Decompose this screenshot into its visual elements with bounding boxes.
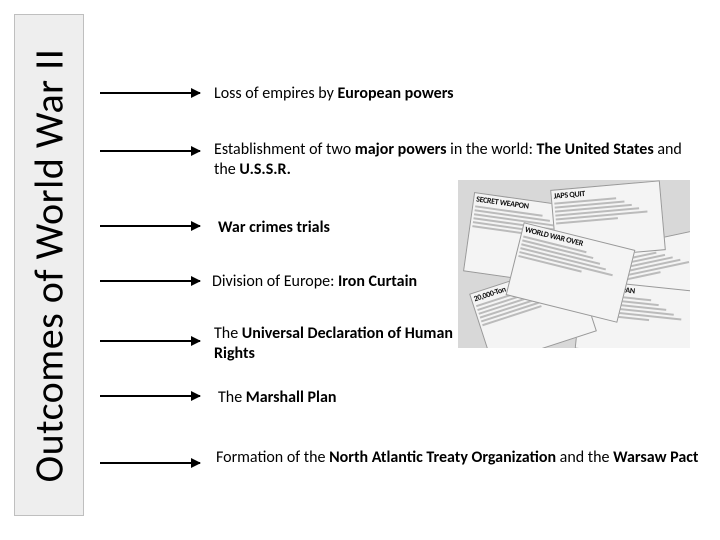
outcome-2: Establishment of two major powers in the…: [214, 140, 704, 180]
arrow-4: [100, 280, 200, 282]
arrow-1: [100, 92, 200, 94]
arrow-2: [100, 150, 200, 152]
arrow-7: [100, 462, 200, 464]
arrow-3: [100, 225, 200, 227]
outcome-1: Loss of empires by European powers: [214, 84, 674, 104]
outcome-3: War crimes trials: [218, 218, 478, 238]
outcome-7: Formation of the North Atlantic Treaty O…: [216, 448, 702, 468]
newspaper-collage-image: WAR ENDSGOOD-BY JAPAN20,000-TonSECRET WE…: [458, 180, 690, 348]
outcome-4: Division of Europe: Iron Curtain: [212, 272, 472, 292]
arrow-5: [100, 340, 200, 342]
title-box: Outcomes of World War II: [14, 14, 84, 516]
arrow-6: [100, 395, 200, 397]
page-title: Outcomes of World War II: [25, 48, 74, 482]
outcome-5: The Universal Declaration of Human Right…: [214, 324, 454, 364]
outcome-6: The Marshall Plan: [218, 388, 478, 408]
